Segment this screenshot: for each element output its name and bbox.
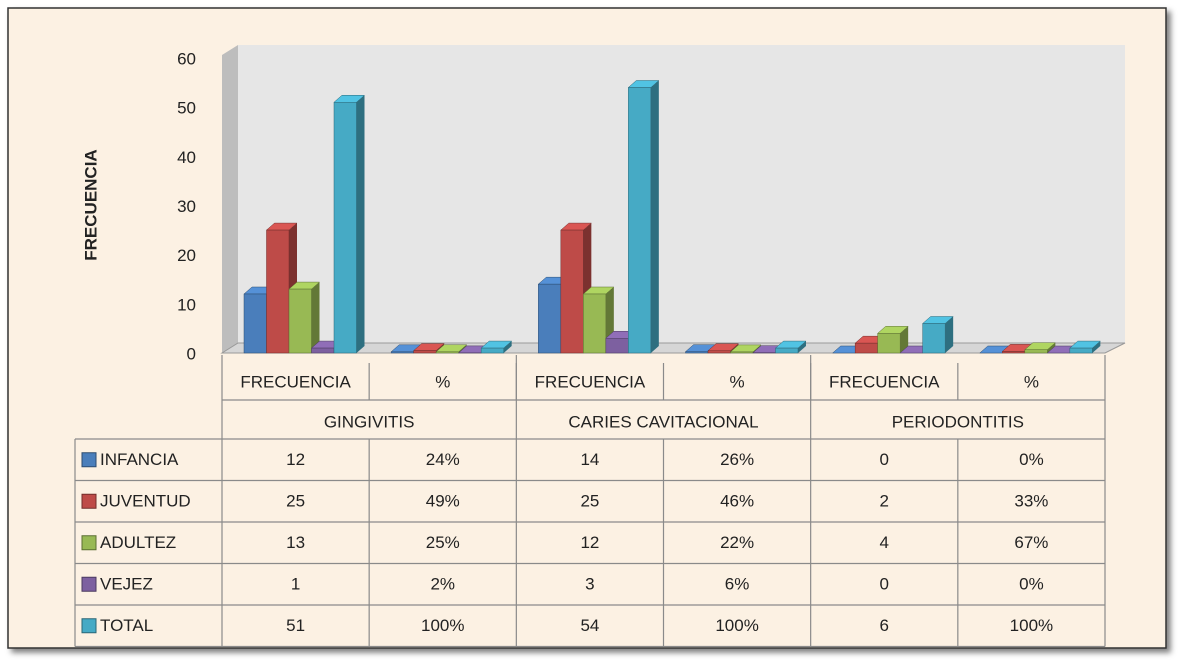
legend-label: TOTAL — [100, 616, 153, 635]
bar — [538, 283, 562, 354]
bar-side — [945, 316, 954, 353]
group-label: PERIODONTITIS — [892, 412, 1024, 431]
table-value: 49% — [426, 492, 460, 511]
legend-label: INFANCIA — [100, 450, 179, 469]
legend-swatch — [81, 535, 97, 551]
table-value: 25% — [426, 533, 460, 552]
bar — [922, 323, 946, 354]
table-value: 46% — [720, 492, 754, 511]
y-tick-label: 0 — [187, 344, 196, 363]
table-value: 33% — [1014, 492, 1048, 511]
bar — [628, 87, 652, 354]
table-value: 100% — [715, 616, 758, 635]
table-value: 26% — [720, 450, 754, 469]
legend-swatch — [81, 452, 97, 468]
legend-swatch — [81, 618, 97, 634]
bar-side — [1092, 341, 1101, 353]
table-value: 4 — [880, 533, 889, 552]
table-value: 25 — [286, 492, 305, 511]
bar — [730, 351, 754, 354]
group-label: GINGIVITIS — [324, 412, 415, 431]
table-value: 13 — [286, 533, 305, 552]
table-value: 0 — [880, 450, 889, 469]
bar — [311, 347, 335, 354]
bar — [266, 229, 290, 354]
legend-swatch — [81, 493, 97, 509]
legend-swatch — [81, 576, 97, 592]
bar — [1024, 349, 1048, 354]
y-axis-label: FRECUENCIA — [81, 149, 100, 260]
legend-label: ADULTEZ — [100, 533, 176, 552]
group-label: CARIES CAVITACIONAL — [568, 412, 758, 431]
category-label: FRECUENCIA — [535, 372, 646, 391]
bar — [560, 229, 584, 354]
table-value: 22% — [720, 533, 754, 552]
table-value: 12 — [286, 450, 305, 469]
table-value: 0% — [1019, 450, 1044, 469]
side-wall — [222, 45, 238, 353]
bar — [583, 293, 607, 354]
bar — [1069, 347, 1093, 354]
table-value: 100% — [421, 616, 464, 635]
table-value: 1 — [291, 575, 300, 594]
table-value: 2 — [880, 492, 889, 511]
bar — [1002, 351, 1026, 354]
bar — [685, 351, 709, 354]
y-tick-label: 60 — [177, 49, 196, 68]
bar-side — [1047, 342, 1056, 353]
table-value: 14 — [580, 450, 599, 469]
table-value: 24% — [426, 450, 460, 469]
bar — [243, 293, 267, 354]
table-value: 67% — [1014, 533, 1048, 552]
back-wall — [238, 45, 1125, 343]
bar — [413, 350, 437, 354]
table-value: 25 — [580, 492, 599, 511]
y-tick-label: 10 — [177, 295, 196, 314]
y-tick-label: 40 — [177, 148, 196, 167]
bar — [390, 351, 414, 354]
table-value: 51 — [286, 616, 305, 635]
table-value: 0 — [880, 575, 889, 594]
bar — [877, 333, 901, 354]
bar-side — [503, 341, 512, 353]
bar — [707, 350, 731, 354]
y-tick-label: 20 — [177, 246, 196, 265]
bar-side — [356, 95, 365, 353]
bar — [854, 342, 878, 354]
table-value: 0% — [1019, 575, 1044, 594]
category-label: % — [1024, 372, 1039, 391]
bar-side — [798, 341, 806, 353]
category-label: FRECUENCIA — [829, 372, 940, 391]
bar-side — [311, 282, 320, 353]
category-label: % — [435, 372, 450, 391]
y-tick-label: 50 — [177, 99, 196, 118]
category-label: FRECUENCIA — [240, 372, 351, 391]
table-value: 6% — [725, 575, 750, 594]
table-value: 6 — [880, 616, 889, 635]
y-tick-label: 30 — [177, 197, 196, 216]
table-value: 12 — [580, 533, 599, 552]
legend-label: VEJEZ — [100, 575, 153, 594]
bar — [775, 347, 799, 354]
category-label: % — [730, 372, 745, 391]
bar-side — [650, 80, 659, 353]
legend-label: JUVENTUD — [100, 492, 191, 511]
bar — [333, 102, 357, 354]
table-value: 3 — [585, 575, 594, 594]
bar — [288, 288, 312, 354]
bar — [480, 347, 504, 354]
table-value: 100% — [1010, 616, 1053, 635]
bar — [605, 338, 629, 354]
bar-side — [900, 326, 909, 353]
table-value: 54 — [580, 616, 599, 635]
table-value: 2% — [430, 575, 455, 594]
bar — [435, 351, 459, 354]
